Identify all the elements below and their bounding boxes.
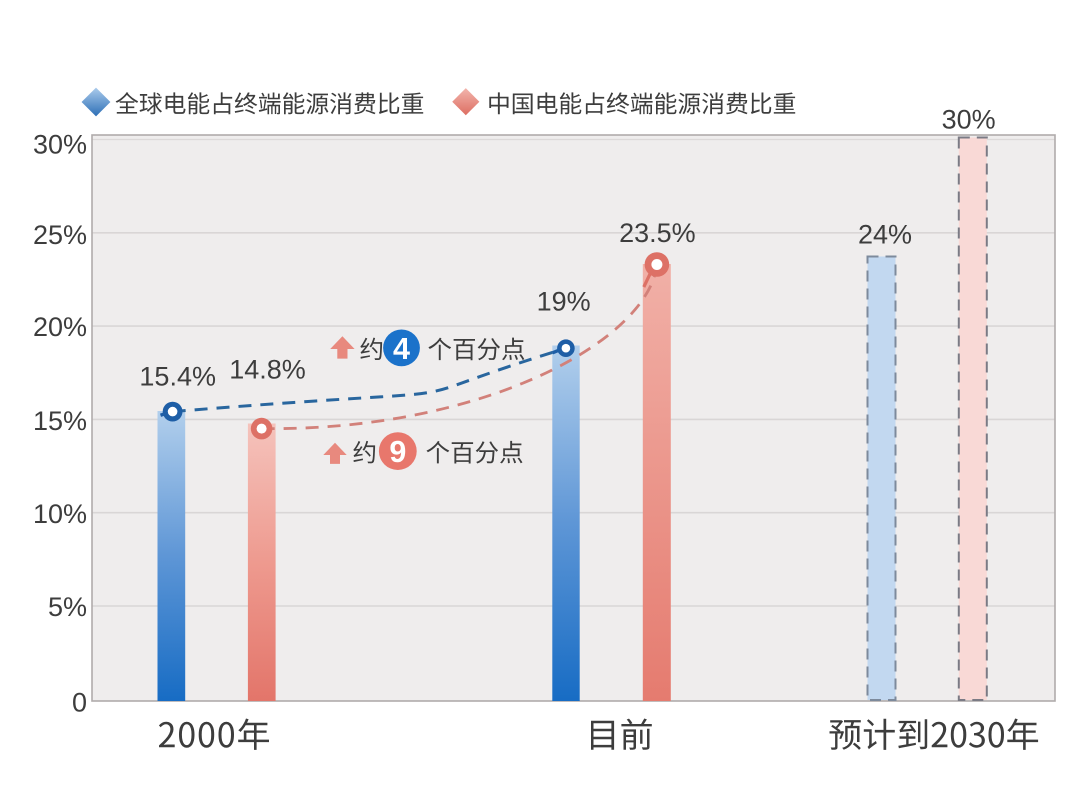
svg-text:15.4%: 15.4% <box>139 361 216 391</box>
svg-text:14.8%: 14.8% <box>229 354 306 384</box>
svg-text:15%: 15% <box>33 406 87 436</box>
svg-text:24%: 24% <box>858 219 912 249</box>
svg-text:9: 9 <box>389 435 406 469</box>
svg-text:30%: 30% <box>33 130 87 160</box>
svg-text:10%: 10% <box>33 499 87 529</box>
svg-text:4: 4 <box>393 332 410 366</box>
svg-text:5%: 5% <box>48 592 87 622</box>
svg-text:30%: 30% <box>942 105 996 135</box>
svg-text:0: 0 <box>72 688 87 718</box>
svg-text:20%: 20% <box>33 312 87 342</box>
svg-text:19%: 19% <box>537 286 591 316</box>
svg-text:23.5%: 23.5% <box>619 218 696 248</box>
svg-text:25%: 25% <box>33 220 87 250</box>
